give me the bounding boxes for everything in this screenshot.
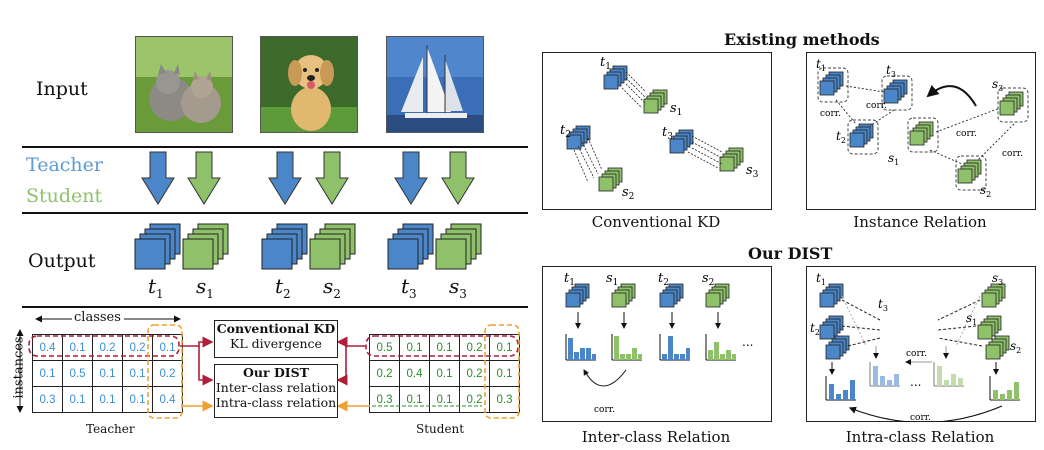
ellipsis: ...: [910, 375, 921, 389]
divider-2: [22, 212, 528, 214]
instance-relation-caption: Instance Relation: [853, 213, 987, 231]
teacher-label: Teacher: [26, 154, 103, 176]
corr-label: corr.: [910, 413, 931, 422]
svg-text:t1: t1: [816, 57, 826, 73]
svg-text:t3: t3: [886, 63, 896, 79]
classes-label: classes: [74, 310, 121, 325]
ckd-t1: t1: [600, 55, 611, 72]
input-label: Input: [36, 78, 88, 100]
existing-methods-title: Existing methods: [724, 30, 880, 49]
output-t1: t1: [148, 274, 164, 301]
conventional-kd-caption: Conventional KD: [591, 213, 721, 231]
svg-text:t2: t2: [810, 321, 820, 337]
ckd-s2: s2: [622, 185, 634, 202]
divider-3: [22, 306, 528, 308]
corr-label: corr.: [820, 109, 841, 119]
puppy-photo: [260, 36, 358, 133]
ckd-s3: s3: [746, 163, 759, 180]
svg-text:s2: s2: [980, 183, 991, 199]
output-s1: s1: [196, 274, 214, 301]
teacher-matrix: 0.4 0.1 0.2 0.2 0.1 0.1 0.5 0.1 0.1 0.2 0.3 0.1 0.…: [32, 334, 183, 413]
svg-text:s2: s2: [702, 271, 714, 288]
table-row: 0.2 0.4 0.1 0.2 0.1: [369, 360, 520, 387]
intra-class-caption: Intra-class Relation: [845, 428, 995, 446]
corr-label: corr.: [906, 349, 927, 359]
our-dist-box: Our DIST Inter-class relation Intra-clas…: [214, 364, 338, 418]
ckd-t2: t2: [560, 123, 571, 140]
teacher-caption: Teacher: [86, 422, 135, 436]
our-dist-title: Our DIST: [748, 244, 833, 263]
conventional-kd-box: Conventional KD KL divergence: [214, 320, 338, 358]
divider-1: [22, 146, 528, 148]
svg-text:s1: s1: [888, 151, 899, 167]
distill-arrows: [141, 151, 475, 205]
output-s3: s3: [449, 274, 467, 301]
ckd-t3: t3: [662, 125, 673, 142]
svg-text:t1: t1: [564, 271, 575, 288]
corr-label: corr.: [594, 405, 615, 415]
output-feature-stacks: [134, 223, 482, 270]
svg-text:s1: s1: [966, 311, 977, 327]
student-label: Student: [26, 185, 103, 207]
table-row: 0.3 0.1 0.1 0.1 0.4: [32, 386, 183, 413]
svg-text:s3: s3: [992, 77, 1003, 93]
svg-text:s1: s1: [606, 271, 618, 288]
output-label: Output: [28, 250, 96, 272]
svg-text:t3: t3: [878, 297, 888, 313]
table-row: 0.3 0.1 0.1 0.2 0.3: [369, 386, 520, 413]
svg-text:t1: t1: [816, 271, 826, 287]
output-s2: s2: [323, 274, 341, 301]
student-caption: Student: [416, 422, 465, 436]
corr-label: corr.: [866, 101, 887, 111]
sailboat-photo: [386, 36, 484, 133]
svg-text:s3: s3: [992, 271, 1003, 287]
svg-text:t2: t2: [658, 271, 669, 288]
corr-label: corr.: [1002, 149, 1023, 159]
inter-class-caption: Inter-class Relation: [581, 428, 731, 446]
our-dist-box-title: Our DIST: [243, 365, 309, 380]
inter-class-label: Inter-class relation: [215, 380, 337, 395]
svg-text:t2: t2: [836, 129, 846, 145]
output-t2: t2: [275, 274, 291, 301]
svg-text:s2: s2: [1010, 339, 1021, 355]
kl-divergence-label: KL divergence: [230, 336, 322, 351]
relation-highlights: [28, 324, 520, 419]
ckd-s1: s1: [670, 101, 682, 118]
output-t3: t3: [401, 274, 417, 301]
corr-label: corr.: [956, 129, 977, 139]
intra-class-label: Intra-class relation: [215, 395, 337, 410]
ellipsis: ...: [742, 335, 753, 349]
right-diagrams: t1 s1 t2 s2 t3 s3 t1 t3 t2 s1 s3 s2 corr…: [560, 55, 1029, 422]
kitten-photo: [135, 36, 233, 133]
matrix-axis-arrows: [16, 315, 181, 413]
conventional-kd-title: Conventional KD: [216, 321, 336, 336]
